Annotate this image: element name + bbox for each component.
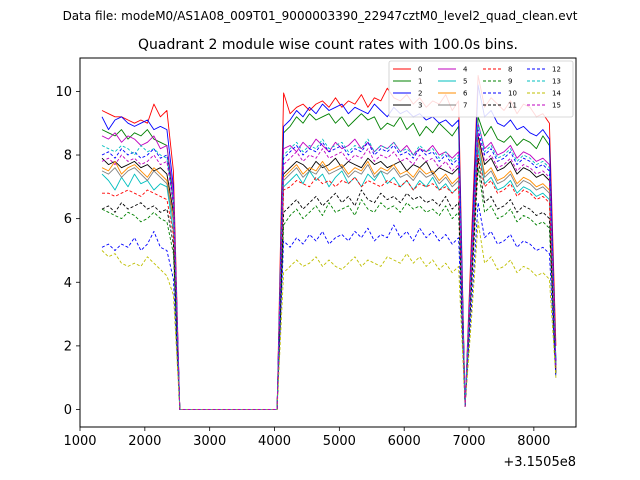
legend-label-0: 0 <box>418 66 422 74</box>
y-tick-label: 4 <box>64 276 72 291</box>
chart-title: Quadrant 2 module wise count rates with … <box>138 37 518 53</box>
series-line-9 <box>101 167 557 410</box>
x-tick-label: 4000 <box>258 434 291 449</box>
legend-label-2: 2 <box>418 90 422 98</box>
chart-suptitle: Data file: modeM0/AS1A08_009T01_90000033… <box>63 9 578 23</box>
y-tick-label: 10 <box>55 85 72 100</box>
y-axis: 0 2 4 6 8 10 <box>55 85 80 418</box>
x-tick-label: 6000 <box>388 434 421 449</box>
series-line-14 <box>101 221 557 410</box>
legend-label-11: 11 <box>508 102 517 110</box>
series-line-0 <box>101 75 557 410</box>
legend-label-8: 8 <box>508 66 512 74</box>
x-tick-label: 5000 <box>323 434 356 449</box>
legend-label-5: 5 <box>463 78 467 86</box>
series-line-2 <box>101 84 557 410</box>
x-tick-label: 8000 <box>517 434 550 449</box>
x-tick-label: 2000 <box>128 434 161 449</box>
series-line-11 <box>101 157 557 410</box>
y-tick-label: 0 <box>64 403 72 418</box>
x-tick-label: 3000 <box>193 434 226 449</box>
series-line-10 <box>101 202 557 410</box>
x-tick-label: 1000 <box>63 434 96 449</box>
legend-label-1: 1 <box>418 78 422 86</box>
series-line-7 <box>101 141 557 410</box>
series-line-12 <box>101 129 557 410</box>
x-tick-label: 7000 <box>452 434 485 449</box>
legend-box <box>388 60 574 118</box>
legend-label-12: 12 <box>552 66 561 74</box>
legend-label-14: 14 <box>552 90 561 98</box>
x-axis: 1000 2000 3000 4000 5000 6000 7000 8000 <box>63 427 550 449</box>
series-layer <box>101 75 557 410</box>
y-tick-label: 2 <box>64 339 72 354</box>
legend-label-7: 7 <box>463 102 467 110</box>
x-offset-label: +3.1505e8 <box>503 455 576 470</box>
legend-label-4: 4 <box>463 66 468 74</box>
y-tick-label: 8 <box>64 149 72 164</box>
legend-label-3: 3 <box>418 102 422 110</box>
y-tick-label: 6 <box>64 212 72 227</box>
legend-label-6: 6 <box>463 90 468 98</box>
plot-frame <box>79 57 577 428</box>
series-line-5 <box>101 148 557 410</box>
legend-label-10: 10 <box>508 90 517 98</box>
legend-label-9: 9 <box>508 78 512 86</box>
legend-label-15: 15 <box>552 102 561 110</box>
legend-label-13: 13 <box>552 78 561 86</box>
